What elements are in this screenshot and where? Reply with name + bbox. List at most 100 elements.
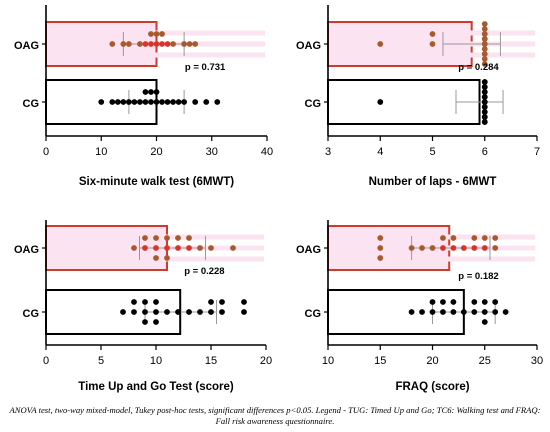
x-tick-label: 25 [479,355,491,367]
cg-data-point [159,99,165,105]
x-tick-label: 30 [206,146,218,158]
oag-data-point [153,235,159,241]
cg-data-point [137,99,143,105]
cg-data-point [451,299,457,305]
oag-data-point [170,41,176,47]
oag-data-point [430,245,436,251]
cg-data-point [208,309,214,315]
cg-category-label: CG [305,98,322,110]
cg-data-point [181,99,187,105]
cg-data-point [170,99,176,105]
oag-data-point [482,21,488,27]
cg-data-point [241,299,247,305]
cg-data-point [132,99,138,105]
p-value-annotation: p = 0.731 [185,62,226,73]
cg-data-point [164,309,170,315]
x-axis-label: Time Up and Go Test (score) [78,381,234,393]
cg-data-point [131,299,137,305]
oag-data-point [492,245,498,251]
oag-data-point [143,41,149,47]
oag-data-point [109,41,115,47]
cg-data-point [148,89,154,95]
cg-data-point [419,309,425,315]
x-axis-label: Number of laps - 6MWT [369,176,497,188]
cg-data-point [154,89,160,95]
oag-data-point [419,245,425,251]
oag-data-point [154,41,160,47]
cg-data-point [197,309,203,315]
cg-data-point [482,299,488,305]
cg-data-point [482,309,488,315]
oag-data-point [430,31,436,37]
oag-category-label: OAG [296,244,321,256]
oag-category-label: OAG [14,244,39,256]
oag-data-point [471,245,477,251]
oag-data-point [187,41,193,47]
cg-data-point [98,99,104,105]
cg-data-point [192,99,198,105]
oag-data-point [148,41,154,47]
cg-data-point [165,99,171,105]
oag-data-point [482,245,488,251]
cg-data-point [409,309,415,315]
oag-data-point [482,46,488,52]
cg-data-point [153,319,159,325]
oag-data-point [377,235,383,241]
cg-data-point [461,309,467,315]
cg-data-point [219,309,225,315]
p-value-annotation: p = 0.284 [458,62,499,73]
cg-data-point [176,99,182,105]
oag-data-point [120,41,126,47]
oag-data-point [197,245,203,251]
oag-data-point [482,31,488,37]
oag-data-point [471,235,477,241]
cg-data-point [482,99,488,105]
cg-data-point [153,309,159,315]
x-tick-label: 15 [374,355,386,367]
cg-data-point [241,309,247,315]
cg-data-point [154,99,160,105]
cg-data-point [430,309,436,315]
cg-data-point [153,299,159,305]
oag-data-point [377,41,383,47]
cg-data-point [482,114,488,120]
oag-data-point [482,36,488,42]
oag-data-point [137,41,143,47]
cg-data-point [482,119,488,125]
cg-data-point [142,299,148,305]
oag-data-point [461,245,467,251]
cg-data-point [482,89,488,95]
oag-data-point [153,255,159,261]
p-value-annotation: p = 0.228 [184,266,224,277]
oag-data-point [165,41,171,47]
cg-data-point [482,109,488,115]
cg-data-point [142,319,148,325]
oag-data-point [148,31,154,37]
x-tick-label: 0 [43,355,49,367]
cg-category-label: CG [305,308,322,320]
oag-data-point [230,245,236,251]
cg-data-point [482,319,488,325]
oag-data-point [192,41,198,47]
x-tick-label: 10 [95,146,107,158]
cg-data-point [451,309,457,315]
oag-data-point [492,235,498,241]
cg-category-label: CG [23,308,40,320]
cg-data-point [148,99,154,105]
oag-data-point [430,41,436,47]
oag-data-point [131,245,137,251]
oag-data-point [186,245,192,251]
cg-data-point [471,299,477,305]
x-tick-label: 10 [150,355,162,367]
oag-data-point [377,245,383,251]
cg-data-point [109,99,115,105]
oag-data-point [154,31,160,37]
cg-data-point [492,299,498,305]
x-tick-label: 5 [98,355,104,367]
x-tick-label: 20 [150,146,162,158]
p-value-annotation: p = 0.182 [458,271,498,282]
oag-data-point [451,235,457,241]
oag-data-point [159,41,165,47]
oag-data-point [164,255,170,261]
